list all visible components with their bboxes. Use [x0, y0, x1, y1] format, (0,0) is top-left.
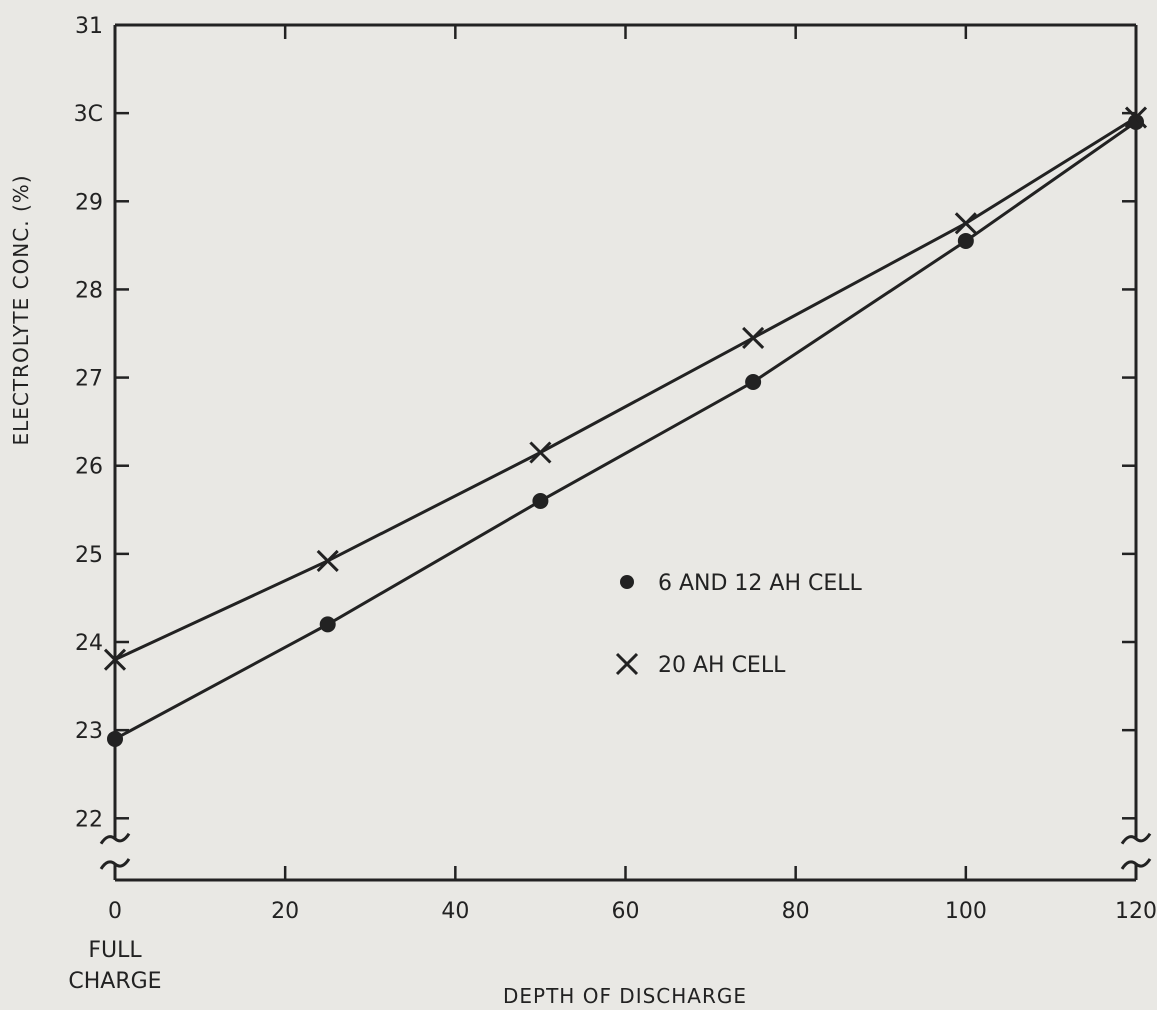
y-tick-label: 29 — [75, 190, 103, 215]
x-tick-label: 100 — [945, 899, 987, 924]
x-tick-label: 80 — [782, 899, 810, 924]
x-tick-label: 20 — [271, 899, 299, 924]
y-axis-title: ELECTROLYTE CONC. (%) — [9, 174, 33, 445]
y-tick-label: 3C — [74, 102, 103, 127]
x-extra-label-line-1: FULL — [88, 938, 142, 963]
data-point-dot — [745, 374, 761, 390]
data-point-cross — [530, 443, 550, 463]
data-point-cross — [743, 328, 763, 348]
legend-marker-dot — [620, 575, 634, 589]
y-tick-label: 25 — [75, 543, 103, 568]
x-tick-label: 60 — [612, 899, 640, 924]
tick-labels: 22 23 24 25 26 27 28 29 3C 31 0 20 40 60 80 100 120 — [74, 14, 1157, 924]
y-tick-label: 23 — [75, 719, 103, 744]
y-tick-label: 31 — [75, 14, 103, 39]
x-tick-label: 120 — [1115, 899, 1157, 924]
x-tick-label: 0 — [108, 899, 122, 924]
data-point-dot — [958, 233, 974, 249]
data-point-dot — [532, 493, 548, 509]
legend-entry-6-and-12-ah-cell: 6 AND 12 AH CELL — [658, 571, 863, 596]
y-tick-label: 27 — [75, 367, 103, 392]
data-point-cross — [318, 551, 338, 571]
x-axis-title: DEPTH OF DISCHARGE — [503, 984, 747, 1008]
series-layer — [105, 108, 1146, 747]
y-tick-label: 22 — [75, 807, 103, 832]
y-tick-label: 28 — [75, 278, 103, 303]
y-tick-label: 26 — [75, 455, 103, 480]
data-point-cross — [956, 213, 976, 233]
data-point-dot — [107, 731, 123, 747]
data-point-dot — [320, 616, 336, 632]
y-tick-label: 24 — [75, 631, 103, 656]
legend: 6 AND 12 AH CELL 20 AH CELL — [617, 571, 863, 678]
legend-marker-cross — [617, 654, 637, 674]
legend-entry-20-ah-cell: 20 AH CELL — [658, 653, 786, 678]
x-extra-label-line-2: CHARGE — [68, 969, 161, 994]
x-tick-label: 40 — [441, 899, 469, 924]
